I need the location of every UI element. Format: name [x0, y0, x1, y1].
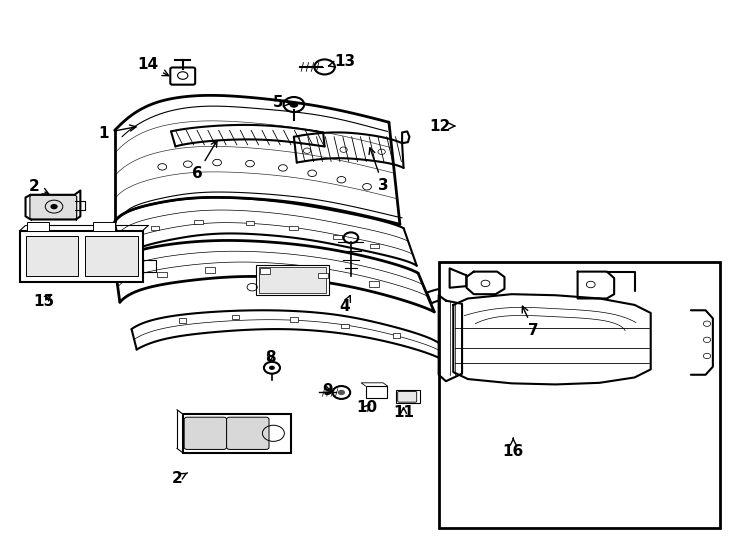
FancyBboxPatch shape	[514, 383, 529, 393]
FancyBboxPatch shape	[184, 417, 227, 449]
FancyBboxPatch shape	[289, 226, 298, 230]
Text: 14: 14	[137, 57, 169, 76]
FancyBboxPatch shape	[27, 222, 49, 231]
FancyBboxPatch shape	[333, 234, 342, 239]
FancyBboxPatch shape	[398, 392, 417, 402]
Text: 4: 4	[340, 295, 350, 314]
FancyBboxPatch shape	[170, 68, 195, 85]
Text: 16: 16	[503, 438, 524, 459]
FancyBboxPatch shape	[150, 226, 159, 230]
Text: 2: 2	[29, 179, 48, 194]
Circle shape	[51, 204, 58, 210]
FancyBboxPatch shape	[259, 267, 326, 293]
FancyBboxPatch shape	[318, 273, 328, 278]
FancyBboxPatch shape	[246, 220, 255, 225]
FancyBboxPatch shape	[85, 236, 138, 276]
FancyBboxPatch shape	[509, 373, 550, 411]
Text: 13: 13	[329, 54, 356, 69]
Text: 5: 5	[272, 95, 290, 110]
Text: 2: 2	[172, 471, 187, 486]
FancyBboxPatch shape	[370, 244, 379, 248]
FancyBboxPatch shape	[183, 414, 291, 453]
FancyBboxPatch shape	[30, 195, 77, 219]
Text: 7: 7	[523, 306, 539, 338]
Circle shape	[269, 366, 275, 370]
FancyBboxPatch shape	[26, 236, 78, 276]
FancyBboxPatch shape	[256, 265, 329, 295]
FancyBboxPatch shape	[290, 318, 297, 322]
Text: 11: 11	[393, 405, 414, 420]
FancyBboxPatch shape	[396, 390, 420, 403]
FancyBboxPatch shape	[20, 231, 142, 282]
FancyBboxPatch shape	[393, 333, 400, 338]
FancyBboxPatch shape	[341, 323, 349, 328]
Text: 15: 15	[33, 294, 54, 309]
Text: 12: 12	[429, 118, 454, 133]
Text: 8: 8	[265, 349, 276, 364]
Circle shape	[289, 102, 298, 108]
FancyBboxPatch shape	[195, 219, 203, 224]
Text: 3: 3	[369, 148, 388, 193]
Text: 1: 1	[98, 125, 136, 140]
FancyBboxPatch shape	[227, 417, 269, 449]
FancyBboxPatch shape	[205, 267, 215, 273]
FancyBboxPatch shape	[92, 222, 115, 231]
FancyBboxPatch shape	[439, 262, 720, 528]
Text: 9: 9	[322, 383, 333, 398]
FancyBboxPatch shape	[179, 319, 186, 322]
FancyBboxPatch shape	[260, 268, 270, 274]
FancyBboxPatch shape	[369, 281, 379, 287]
Text: 6: 6	[192, 140, 217, 181]
FancyBboxPatch shape	[514, 395, 529, 405]
Circle shape	[338, 390, 345, 395]
FancyBboxPatch shape	[157, 272, 167, 277]
Text: 10: 10	[357, 400, 377, 415]
FancyBboxPatch shape	[232, 315, 239, 320]
FancyBboxPatch shape	[366, 386, 388, 398]
